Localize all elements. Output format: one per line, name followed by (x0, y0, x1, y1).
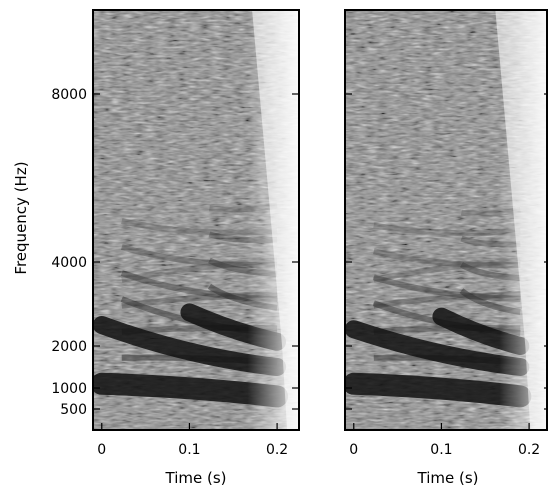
x-tick-label: 0 (97, 442, 106, 458)
x-tick-label: 0.2 (266, 442, 288, 458)
x-tick-label: 0 (349, 442, 358, 458)
plot-frame (92, 9, 300, 431)
x-axis-label: Time (s) (165, 469, 227, 486)
spectrogram-panel-right: 0 0.1 0.2 Time (s) (344, 9, 548, 486)
axis-ticks: 0 0.1 0.2 500 1000 2000 4000 8000 (51, 87, 299, 458)
y-axis-label: Frequency (Hz) (12, 161, 30, 274)
y-tick-label: 1000 (51, 381, 87, 397)
spectrogram-image (345, 10, 546, 430)
x-tick-label: 0.1 (178, 442, 200, 458)
y-tick-label: 500 (60, 402, 87, 418)
x-axis-label: Time (s) (417, 469, 479, 486)
y-tick-label: 4000 (51, 255, 87, 271)
spectrogram-panel-left: 0 0.1 0.2 500 1000 2000 4000 8000 Time (s) Freq… (12, 9, 300, 486)
axis-ticks: 0 0.1 0.2 (345, 93, 548, 458)
y-tick-label: 2000 (51, 339, 87, 355)
plot-frame (344, 9, 548, 431)
spectrogram-image (93, 10, 299, 430)
x-tick-label: 0.2 (518, 442, 540, 458)
y-tick-label: 8000 (51, 87, 87, 103)
x-tick-label: 0.1 (430, 442, 452, 458)
